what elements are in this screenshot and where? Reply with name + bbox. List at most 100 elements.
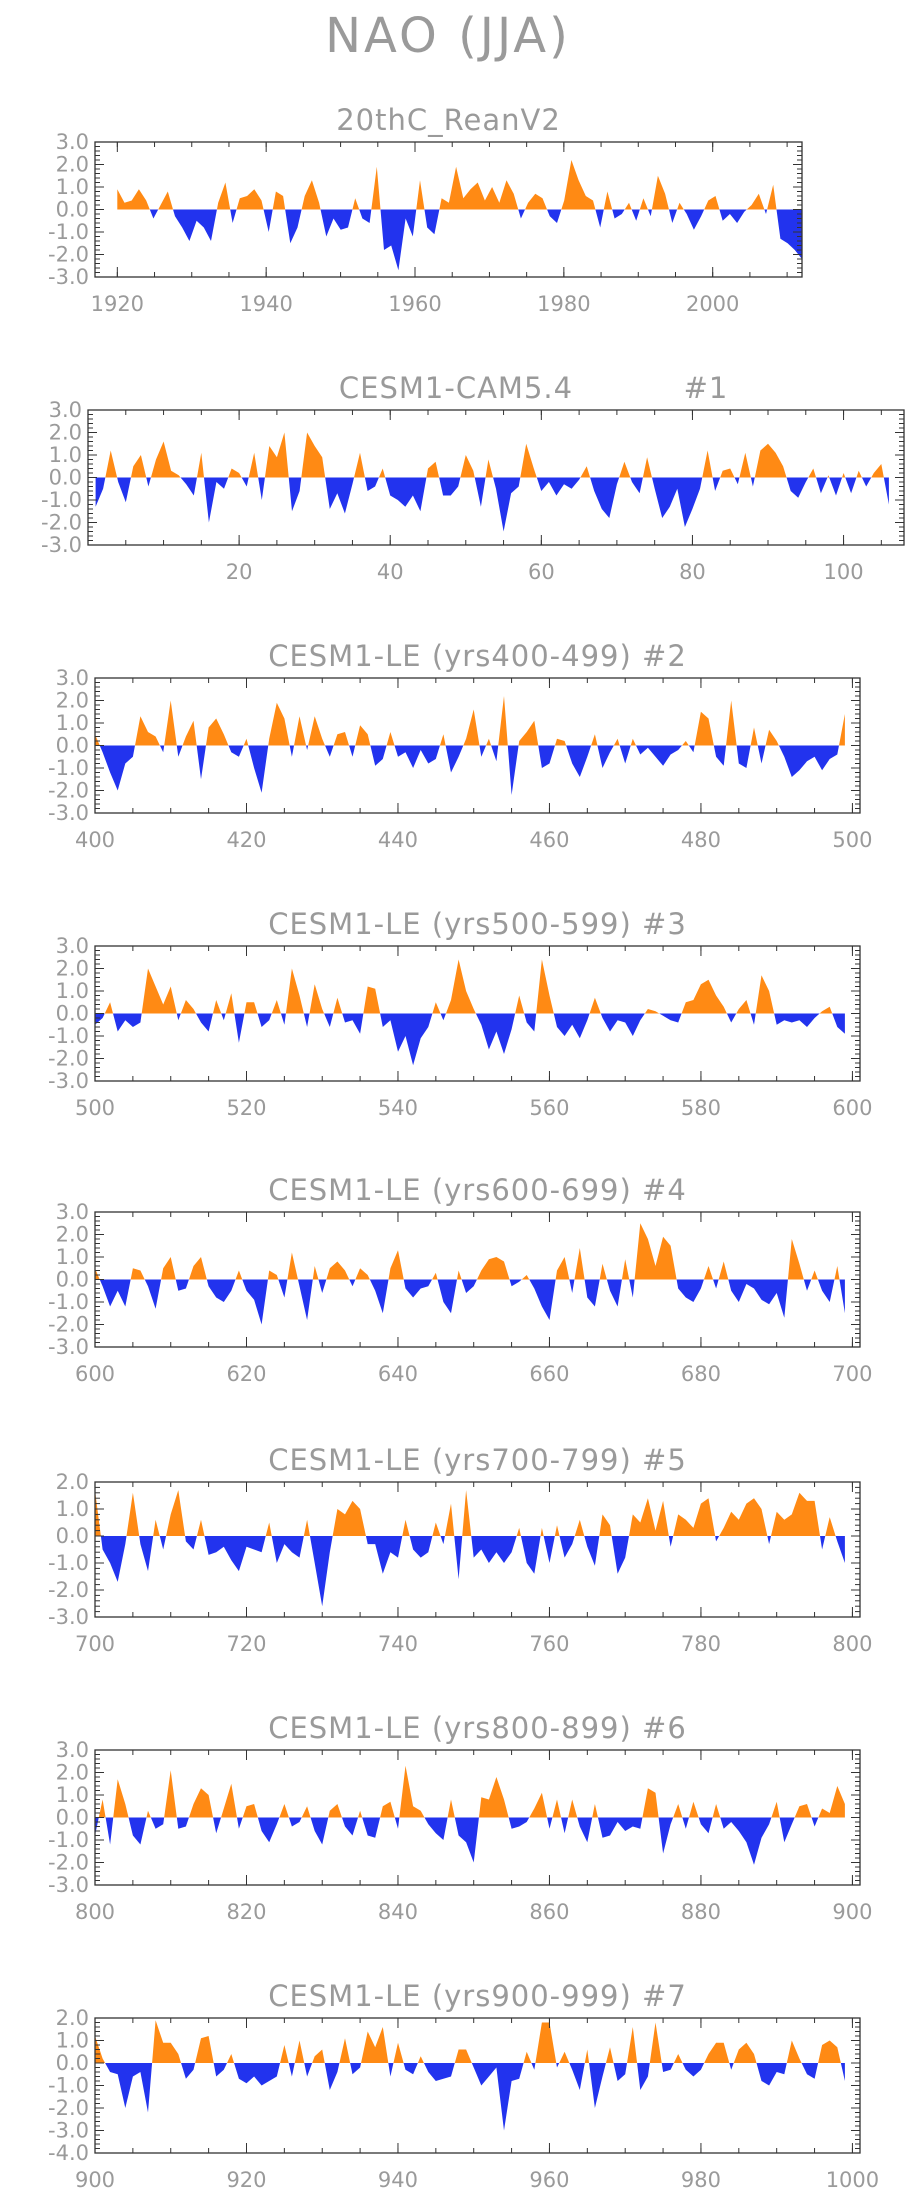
- y-tick-label: 2.0: [49, 421, 82, 445]
- x-tick-label: 940: [378, 2168, 418, 2192]
- y-tick-label: -3.0: [48, 1069, 89, 1093]
- y-tick-label: -2.0: [48, 1313, 89, 1337]
- x-tick-label: 780: [681, 1632, 721, 1656]
- y-tick-label: 2.0: [56, 2006, 89, 2030]
- y-tick-label: -4.0: [48, 2141, 89, 2165]
- x-axis: 400 420 440 460 480 500: [75, 678, 872, 852]
- y-tick-label: 0.0: [56, 1524, 89, 1548]
- x-tick-label: 1940: [239, 292, 292, 316]
- y-tick-label: 3.0: [56, 934, 89, 958]
- y-tick-label: 2.0: [56, 689, 89, 713]
- y-tick-label: -1.0: [48, 1024, 89, 1048]
- y-tick-label: 1.0: [56, 1245, 89, 1269]
- x-axis: 600 620 640 660 680 700: [75, 1212, 872, 1386]
- y-axis: 3.02.01.00.0-1.0-2.0-3.0: [48, 1738, 860, 1897]
- y-tick-label: -3.0: [48, 1605, 89, 1629]
- y-tick-label: 1.0: [56, 1783, 89, 1807]
- positive-area: [95, 1223, 845, 1280]
- y-tick-label: 0.0: [56, 1806, 89, 1830]
- panel-1: 20thC_ReanV23.02.01.00.0-1.0-2.0-3.01920…: [48, 103, 803, 316]
- panel-title: CESM1-LE (yrs800-899) #6: [268, 1711, 687, 1745]
- y-tick-label: -1.0: [48, 1828, 89, 1852]
- y-tick-label: -2.0: [48, 1851, 89, 1875]
- x-axis: 20 40 60 80 100: [87, 410, 882, 584]
- negative-area: [95, 1536, 845, 1607]
- y-axis: 3.02.01.00.0-1.0-2.0-3.0: [41, 398, 904, 557]
- panel-3: CESM1-LE (yrs400-499) #23.02.01.00.0-1.0…: [48, 639, 872, 852]
- x-tick-label: 100: [824, 560, 864, 584]
- y-tick-label: -3.0: [41, 533, 82, 557]
- panel-title: CESM1-LE (yrs600-699) #4: [268, 1173, 687, 1207]
- negative-area: [117, 209, 802, 271]
- y-tick-label: -2.0: [48, 2096, 89, 2120]
- x-tick-label: 660: [529, 1362, 569, 1386]
- positive-area: [95, 1490, 845, 1536]
- negative-area: [95, 1817, 845, 1865]
- y-tick-label: 3.0: [56, 130, 89, 154]
- panel-title: CESM1-LE (yrs900-999) #7: [268, 1979, 687, 2013]
- y-axis: 3.02.01.00.0-1.0-2.0-3.0: [48, 934, 860, 1093]
- panel-8: CESM1-LE (yrs900-999) #72.01.00.0-1.0-2.…: [48, 1979, 879, 2192]
- y-tick-label: 0.0: [56, 2051, 89, 2075]
- panel-title: CESM1-LE (yrs400-499) #2: [268, 639, 687, 673]
- y-tick-label: 2.0: [56, 1761, 89, 1785]
- x-tick-label: 80: [679, 560, 706, 584]
- x-tick-label: 400: [75, 828, 115, 852]
- y-tick-label: -2.0: [48, 1578, 89, 1602]
- x-tick-label: 980: [681, 2168, 721, 2192]
- x-tick-label: 700: [832, 1362, 872, 1386]
- positive-area: [95, 1765, 845, 1818]
- x-tick-label: 1960: [388, 292, 441, 316]
- y-tick-label: 1.0: [56, 2029, 89, 2053]
- x-tick-label: 820: [226, 1900, 266, 1924]
- y-tick-label: 2.0: [56, 1223, 89, 1247]
- y-tick-label: 2.0: [56, 153, 89, 177]
- panels: 20thC_ReanV23.02.01.00.0-1.0-2.0-3.01920…: [41, 103, 905, 2192]
- plot-frame: [94, 1481, 861, 1618]
- plot-frame: [94, 2017, 861, 2154]
- x-tick-label: 1920: [91, 292, 144, 316]
- y-tick-label: 1.0: [49, 443, 82, 467]
- x-tick-label: 900: [75, 2168, 115, 2192]
- x-tick-label: 500: [832, 828, 872, 852]
- x-tick-label: 960: [529, 2168, 569, 2192]
- panel-member-label: #1: [684, 371, 729, 405]
- y-tick-label: 3.0: [56, 1200, 89, 1224]
- y-tick-label: -1.0: [41, 488, 82, 512]
- positive-area: [95, 2020, 845, 2063]
- x-tick-label: 600: [75, 1362, 115, 1386]
- x-tick-label: 2000: [686, 292, 739, 316]
- x-tick-label: 920: [226, 2168, 266, 2192]
- x-tick-label: 640: [378, 1362, 418, 1386]
- positive-area: [95, 432, 889, 478]
- x-axis: 800 820 840 860 880 900: [75, 1750, 872, 1924]
- y-tick-label: 2.0: [56, 1470, 89, 1494]
- x-axis: 500 520 540 560 580 600: [75, 946, 872, 1120]
- x-tick-label: 60: [528, 560, 555, 584]
- y-tick-label: -3.0: [48, 801, 89, 825]
- negative-area: [95, 2063, 845, 2131]
- x-tick-label: 700: [75, 1632, 115, 1656]
- x-tick-label: 900: [832, 1900, 872, 1924]
- panel-7: CESM1-LE (yrs800-899) #63.02.01.00.0-1.0…: [48, 1711, 872, 1924]
- x-tick-label: 420: [226, 828, 266, 852]
- panel-title: 20thC_ReanV2: [336, 103, 561, 137]
- y-tick-label: 1.0: [56, 979, 89, 1003]
- panel-6: CESM1-LE (yrs700-799) #5 2.0 1.0 0.0 -1.0 -2.…: [48, 1443, 872, 1656]
- negative-area: [95, 745, 845, 795]
- x-tick-label: 1000: [826, 2168, 879, 2192]
- x-tick-label: 680: [681, 1362, 721, 1386]
- y-tick-label: 1.0: [56, 711, 89, 735]
- y-axis: 3.02.01.00.0-1.0-2.0-3.0: [48, 130, 802, 289]
- y-tick-label: 0.0: [56, 1268, 89, 1292]
- positive-area: [117, 160, 802, 210]
- x-tick-label: 800: [75, 1900, 115, 1924]
- y-tick-label: -1.0: [48, 1290, 89, 1314]
- panel-title: CESM1-LE (yrs500-599) #3: [268, 907, 687, 941]
- x-tick-label: 480: [681, 828, 721, 852]
- x-tick-label: 760: [529, 1632, 569, 1656]
- y-tick-label: -2.0: [48, 779, 89, 803]
- y-tick-label: -2.0: [41, 511, 82, 535]
- y-tick-label: -3.0: [48, 265, 89, 289]
- x-tick-label: 540: [378, 1096, 418, 1120]
